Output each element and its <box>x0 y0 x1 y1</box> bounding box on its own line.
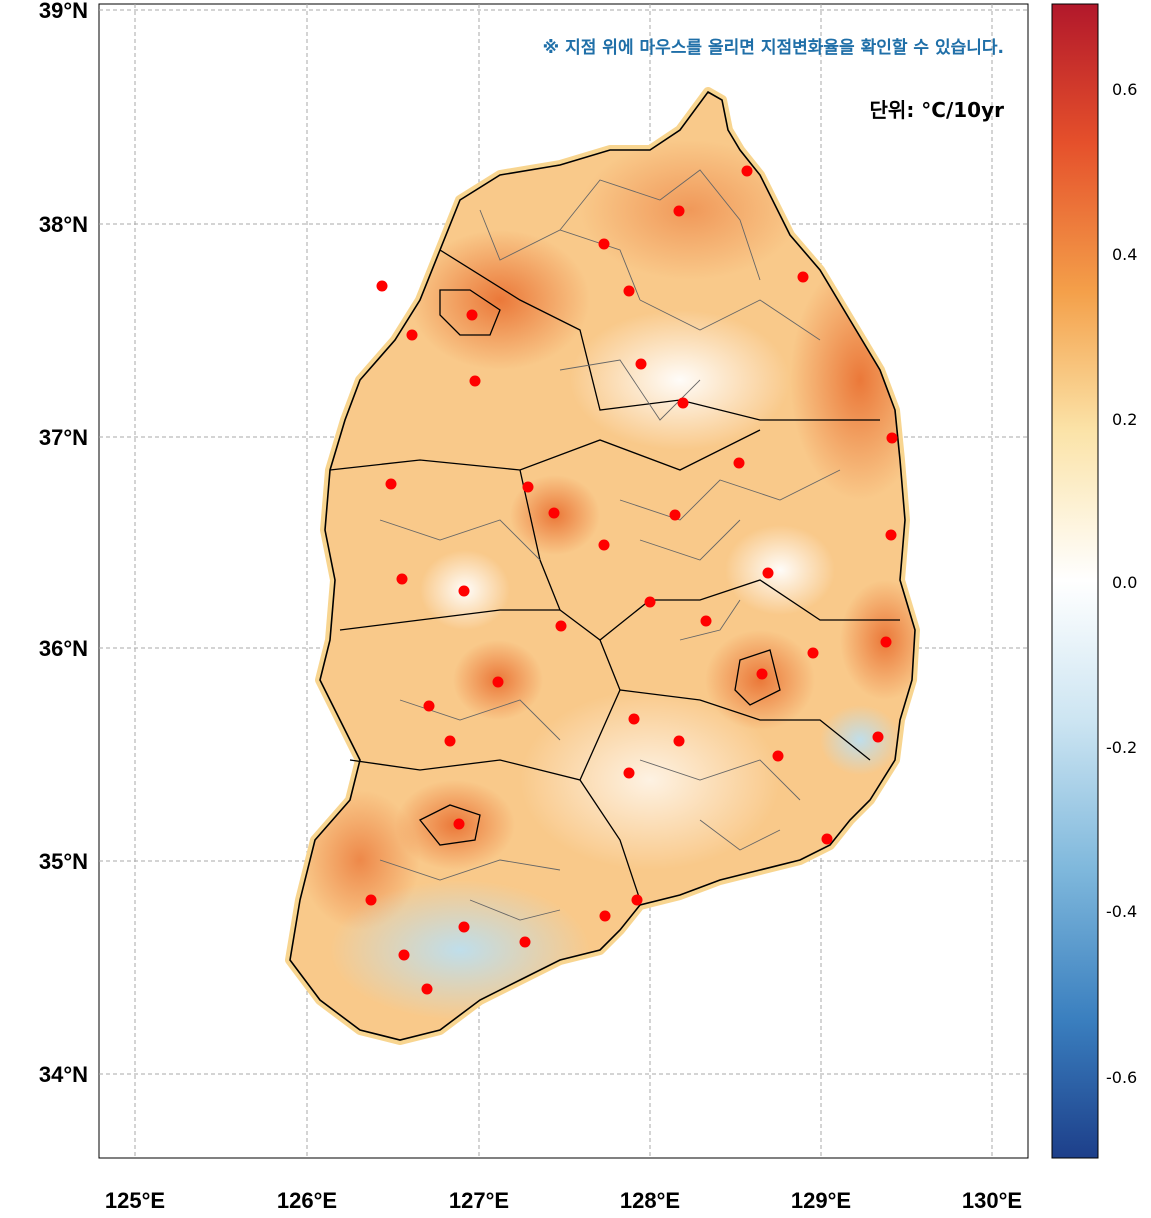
station-marker[interactable] <box>807 647 819 659</box>
land-heatmap <box>285 87 920 1045</box>
station-marker[interactable] <box>673 735 685 747</box>
station-marker[interactable] <box>396 573 408 585</box>
station-marker[interactable] <box>821 833 833 845</box>
coastline <box>289 90 916 1041</box>
station-marker[interactable] <box>733 457 745 469</box>
lon-label-128: 128°E <box>620 1188 680 1213</box>
station-marker[interactable] <box>548 507 560 519</box>
station-marker[interactable] <box>599 910 611 922</box>
colorbar-tick-0.0: 0.0 <box>1112 573 1137 592</box>
colorbar-tick-neg0.2: -0.2 <box>1106 738 1137 757</box>
station-marker[interactable] <box>444 735 456 747</box>
station-marker[interactable] <box>700 615 712 627</box>
colorbar-tick-0.4: 0.4 <box>1112 245 1137 264</box>
station-marker[interactable] <box>762 567 774 579</box>
station-marker[interactable] <box>421 983 433 995</box>
station-marker[interactable] <box>522 481 534 493</box>
station-marker[interactable] <box>458 585 470 597</box>
station-marker[interactable] <box>492 676 504 688</box>
lon-label-125: 125°E <box>105 1188 165 1213</box>
station-marker[interactable] <box>598 238 610 250</box>
station-marker[interactable] <box>365 894 377 906</box>
station-marker[interactable] <box>623 285 635 297</box>
station-marker[interactable] <box>623 767 635 779</box>
station-marker[interactable] <box>469 375 481 387</box>
lat-label-39: 39°N <box>39 0 88 23</box>
station-marker[interactable] <box>458 921 470 933</box>
colorbar-tick-0.2: 0.2 <box>1112 410 1137 429</box>
lat-label-34: 34°N <box>39 1062 88 1087</box>
lon-label-129: 129°E <box>791 1188 851 1213</box>
station-marker[interactable] <box>885 529 897 541</box>
lon-label-127: 127°E <box>449 1188 509 1213</box>
lon-label-126: 126°E <box>277 1188 337 1213</box>
colorbar-tick-neg0.6: -0.6 <box>1106 1068 1137 1087</box>
station-marker[interactable] <box>669 509 681 521</box>
hover-notice: ※ 지점 위에 마우스를 올리면 지점변화율을 확인할 수 있습니다. <box>543 38 1004 58</box>
station-marker[interactable] <box>772 750 784 762</box>
station-marker[interactable] <box>385 478 397 490</box>
station-marker[interactable] <box>398 949 410 961</box>
colorbar-gradient <box>1051 3 1099 1159</box>
latitude-labels: 39°N 38°N 37°N 36°N 35°N 34°N <box>39 0 88 1087</box>
station-marker[interactable] <box>631 894 643 906</box>
lat-label-36: 36°N <box>39 636 88 661</box>
longitude-labels: 125°E 126°E 127°E 128°E 129°E 130°E <box>105 1188 1022 1213</box>
lat-label-38: 38°N <box>39 212 88 237</box>
station-marker[interactable] <box>880 636 892 648</box>
lon-label-130: 130°E <box>962 1188 1022 1213</box>
station-marker[interactable] <box>519 936 531 948</box>
boundaries <box>289 90 916 1041</box>
station-marker[interactable] <box>741 165 753 177</box>
unit-label: 단위: °C/10yr <box>870 98 1005 122</box>
station-marker[interactable] <box>673 205 685 217</box>
station-layer <box>365 165 898 995</box>
station-marker[interactable] <box>423 700 435 712</box>
station-marker[interactable] <box>406 329 418 341</box>
station-marker[interactable] <box>872 731 884 743</box>
station-marker[interactable] <box>797 271 809 283</box>
colorbar: 0.6 0.4 0.2 0.0 -0.2 -0.4 -0.6 <box>1051 3 1137 1159</box>
lat-label-35: 35°N <box>39 849 88 874</box>
station-marker[interactable] <box>756 668 768 680</box>
station-marker[interactable] <box>376 280 388 292</box>
station-marker[interactable] <box>628 713 640 725</box>
station-marker[interactable] <box>635 358 647 370</box>
station-marker[interactable] <box>555 620 567 632</box>
station-marker[interactable] <box>466 309 478 321</box>
colorbar-tick-0.6: 0.6 <box>1112 80 1137 99</box>
station-marker[interactable] <box>598 539 610 551</box>
colorbar-tick-neg0.4: -0.4 <box>1106 902 1137 921</box>
lat-label-37: 37°N <box>39 425 88 450</box>
station-marker[interactable] <box>677 397 689 409</box>
station-marker[interactable] <box>644 596 656 608</box>
station-marker[interactable] <box>453 818 465 830</box>
station-marker[interactable] <box>886 432 898 444</box>
